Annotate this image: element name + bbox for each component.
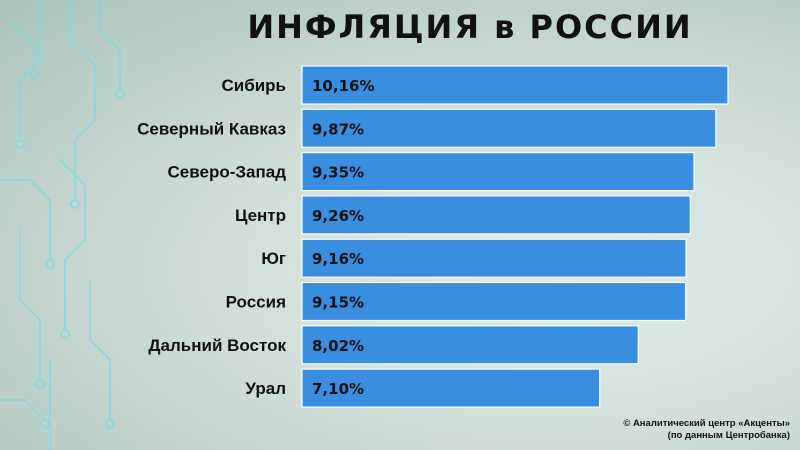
source-credit-line1: © Аналитический центр «Акценты» xyxy=(623,418,790,429)
bar-7 xyxy=(301,368,601,408)
bar-value-label-2: 9,35% xyxy=(312,164,364,182)
category-label-1: Северный Кавказ xyxy=(137,119,286,138)
bar-3 xyxy=(301,195,691,235)
bar-6 xyxy=(301,325,639,365)
bar-value-label-7: 7,10% xyxy=(312,380,364,398)
bar-5 xyxy=(301,281,687,322)
page-title: ИНФЛЯЦИЯ в РОССИИ xyxy=(247,8,693,46)
bar-2 xyxy=(301,152,695,192)
bar-value-label-1: 9,87% xyxy=(312,120,364,138)
bar-value-label-3: 9,26% xyxy=(312,207,364,225)
category-label-0: Сибирь xyxy=(221,76,286,95)
category-label-4: Юг xyxy=(261,249,286,268)
category-label-7: Урал xyxy=(245,379,286,398)
source-credit-line2: (по данным Центробанка) xyxy=(667,430,790,441)
category-label-5: Россия xyxy=(226,293,286,312)
bar-0 xyxy=(301,65,729,105)
category-label-6: Дальний Восток xyxy=(148,336,286,355)
bar-value-label-6: 8,02% xyxy=(312,337,364,355)
bar-4 xyxy=(301,238,687,278)
bar-value-label-0: 10,16% xyxy=(312,77,374,95)
source-credit: © Аналитический центр «Акценты» (по данн… xyxy=(623,418,790,442)
category-label-2: Северо-Запад xyxy=(168,163,287,182)
bar-value-label-4: 9,16% xyxy=(312,250,364,268)
bar-value-label-5: 9,15% xyxy=(312,294,364,312)
category-label-3: Центр xyxy=(235,206,286,225)
bar-1 xyxy=(301,108,717,148)
